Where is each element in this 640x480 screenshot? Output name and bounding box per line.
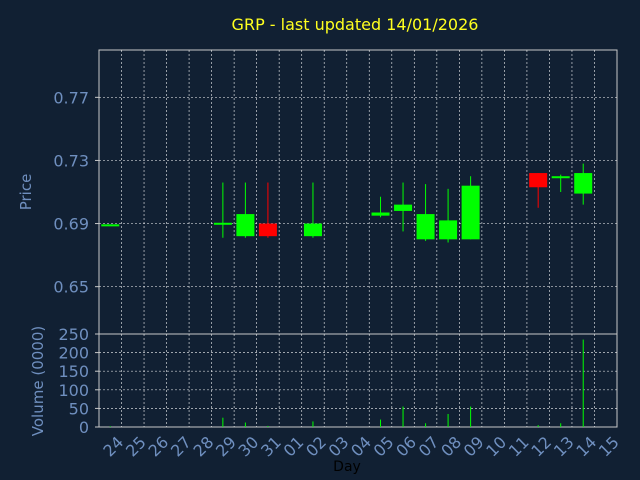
volume-tick-label: 0 (79, 418, 89, 437)
chart-title: GRP - last updated 14/01/2026 (232, 15, 479, 34)
volume-tick-label: 250 (58, 325, 89, 344)
candle-body-31 (258, 223, 277, 237)
price-panel-frame (98, 49, 618, 335)
price-tick-label: 0.73 (53, 151, 89, 170)
candle-body-14 (574, 173, 593, 194)
candle-body-07 (416, 214, 435, 240)
price-tick-label: 0.77 (53, 88, 89, 107)
candle-body-24 (101, 224, 120, 227)
price-axis-label: Price (17, 174, 35, 211)
x-tick-label: 15 (595, 433, 623, 461)
candle-body-06 (394, 204, 413, 211)
price-tick-label: 0.65 (53, 278, 89, 297)
volume-tick-label: 100 (58, 381, 89, 400)
volume-panel: 0501001502002502425262728293031010203040… (58, 325, 622, 460)
candle-body-09 (461, 185, 480, 240)
candle-body-12 (529, 173, 548, 188)
candle-body-08 (439, 220, 458, 240)
price-tick-label: 0.69 (53, 215, 89, 234)
volume-tick-label: 150 (58, 362, 89, 381)
volume-tick-label: 200 (58, 344, 89, 363)
candle-body-29 (213, 222, 232, 225)
volume-axis-label: Volume (0000) (29, 326, 47, 436)
candle-body-13 (551, 176, 570, 179)
price-panel: 0.65 0.69 0.73 0.77 (53, 49, 618, 335)
candle-body-02 (303, 223, 322, 237)
x-axis-label: Day (333, 459, 361, 475)
candle-body-30 (236, 214, 255, 237)
candle-body-05 (371, 212, 390, 216)
volume-panel-frame (98, 333, 618, 428)
volume-tick-label: 50 (69, 399, 89, 418)
